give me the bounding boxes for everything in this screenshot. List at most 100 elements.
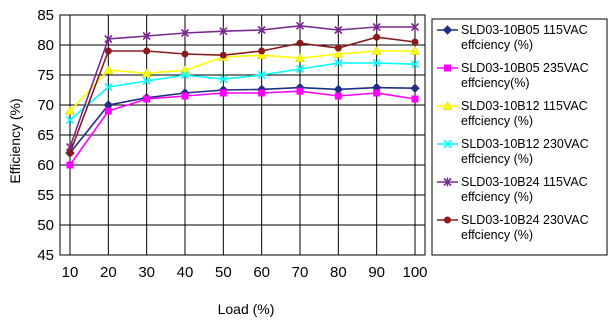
data-point xyxy=(219,51,227,59)
plot-border xyxy=(59,14,426,256)
data-point xyxy=(373,33,381,41)
legend-label: effciency(%) xyxy=(461,76,530,90)
data-point xyxy=(333,48,344,58)
data-point xyxy=(373,89,381,97)
y-tick-label: 60 xyxy=(37,157,54,174)
data-point xyxy=(219,75,228,84)
data-point xyxy=(410,60,420,69)
data-point xyxy=(65,115,75,125)
data-point xyxy=(180,28,190,38)
data-point xyxy=(104,107,112,115)
series-line xyxy=(69,50,415,112)
legend-marker xyxy=(443,177,452,187)
y-tick-label: 45 xyxy=(37,247,54,264)
data-point xyxy=(410,22,420,32)
legend-marker xyxy=(444,64,451,72)
legend-label: effciency (%) xyxy=(461,152,533,166)
x-tick-label: 70 xyxy=(292,264,309,281)
data-point xyxy=(258,89,266,97)
series-line xyxy=(69,36,416,154)
legend-marker xyxy=(444,216,451,224)
x-tick-label: 10 xyxy=(62,264,79,281)
plot-frame xyxy=(59,14,426,256)
series-line xyxy=(69,62,416,121)
data-point xyxy=(142,31,151,41)
y-tick-labels: 45 50 55 60 65 70 75 80 85 xyxy=(37,7,54,264)
x-tick-labels: 10 20 30 40 50 60 70 80 90 100 xyxy=(62,264,428,281)
x-axis-title: Load (%) xyxy=(218,301,275,317)
data-point xyxy=(219,89,227,97)
data-point xyxy=(295,21,305,31)
data-point xyxy=(104,47,112,55)
y-axis-title: Efficiency (%) xyxy=(7,98,23,183)
y-tick-label: 70 xyxy=(37,97,54,114)
series-4 xyxy=(65,58,420,125)
data-point xyxy=(295,64,305,74)
y-tick-label: 65 xyxy=(37,127,54,144)
series-line xyxy=(69,90,416,166)
x-tick-label: 50 xyxy=(215,264,232,281)
legend-label: effciency (%) xyxy=(461,228,533,242)
x-tick-label: 60 xyxy=(253,264,270,281)
legend-label: effciency (%) xyxy=(461,190,533,204)
data-point xyxy=(295,53,305,62)
legend-label: SLD03-10B24 230VAC xyxy=(461,213,589,227)
x-tick-label: 80 xyxy=(330,264,347,281)
y-tick-label: 55 xyxy=(37,187,54,204)
series-line xyxy=(69,86,416,154)
legend-marker xyxy=(442,25,453,35)
data-point xyxy=(334,92,342,100)
data-point xyxy=(410,83,420,93)
data-point xyxy=(257,25,266,35)
data-point xyxy=(296,39,304,47)
data-point xyxy=(142,76,151,86)
y-tick-label: 85 xyxy=(37,7,54,24)
data-point xyxy=(143,47,151,55)
data-point xyxy=(411,95,419,103)
y-tick-label: 50 xyxy=(37,217,54,234)
series-5 xyxy=(65,21,420,152)
legend-label: SLD03-10B24 115VAC xyxy=(461,175,588,189)
legend-label: SLD03-10B12 230VAC xyxy=(461,137,589,151)
data-point xyxy=(334,58,343,68)
data-point xyxy=(334,25,343,35)
series-group xyxy=(65,21,420,169)
x-tick-label: 100 xyxy=(402,264,427,281)
data-point xyxy=(219,26,228,36)
data-point xyxy=(372,58,381,68)
x-tick-label: 90 xyxy=(368,264,385,281)
legend-label: effciency (%) xyxy=(461,38,533,52)
x-tick-label: 30 xyxy=(138,264,155,281)
data-point xyxy=(181,92,189,100)
legend-label: SLD03-10B05 235VAC xyxy=(461,61,589,75)
data-point xyxy=(411,38,419,46)
data-point xyxy=(334,44,342,52)
legend-label: SLD03-10B05 115VAC xyxy=(461,23,588,37)
legend-label: effciency (%) xyxy=(461,114,533,128)
data-point xyxy=(66,149,74,157)
legend-marker xyxy=(442,100,453,110)
data-point xyxy=(296,87,304,95)
legend-marker xyxy=(443,139,452,149)
data-point xyxy=(141,68,152,77)
y-tick-label: 80 xyxy=(37,37,54,54)
x-tick-label: 20 xyxy=(100,264,117,281)
data-point xyxy=(410,45,420,55)
data-point xyxy=(257,70,266,80)
series-6 xyxy=(66,33,419,157)
data-point xyxy=(143,95,151,103)
legend-label: SLD03-10B12 115VAC xyxy=(461,99,588,113)
legend-box xyxy=(431,18,608,256)
data-point xyxy=(256,50,267,59)
series-2 xyxy=(66,87,419,169)
data-point xyxy=(180,70,190,80)
data-point xyxy=(104,82,113,92)
data-point xyxy=(371,45,382,55)
